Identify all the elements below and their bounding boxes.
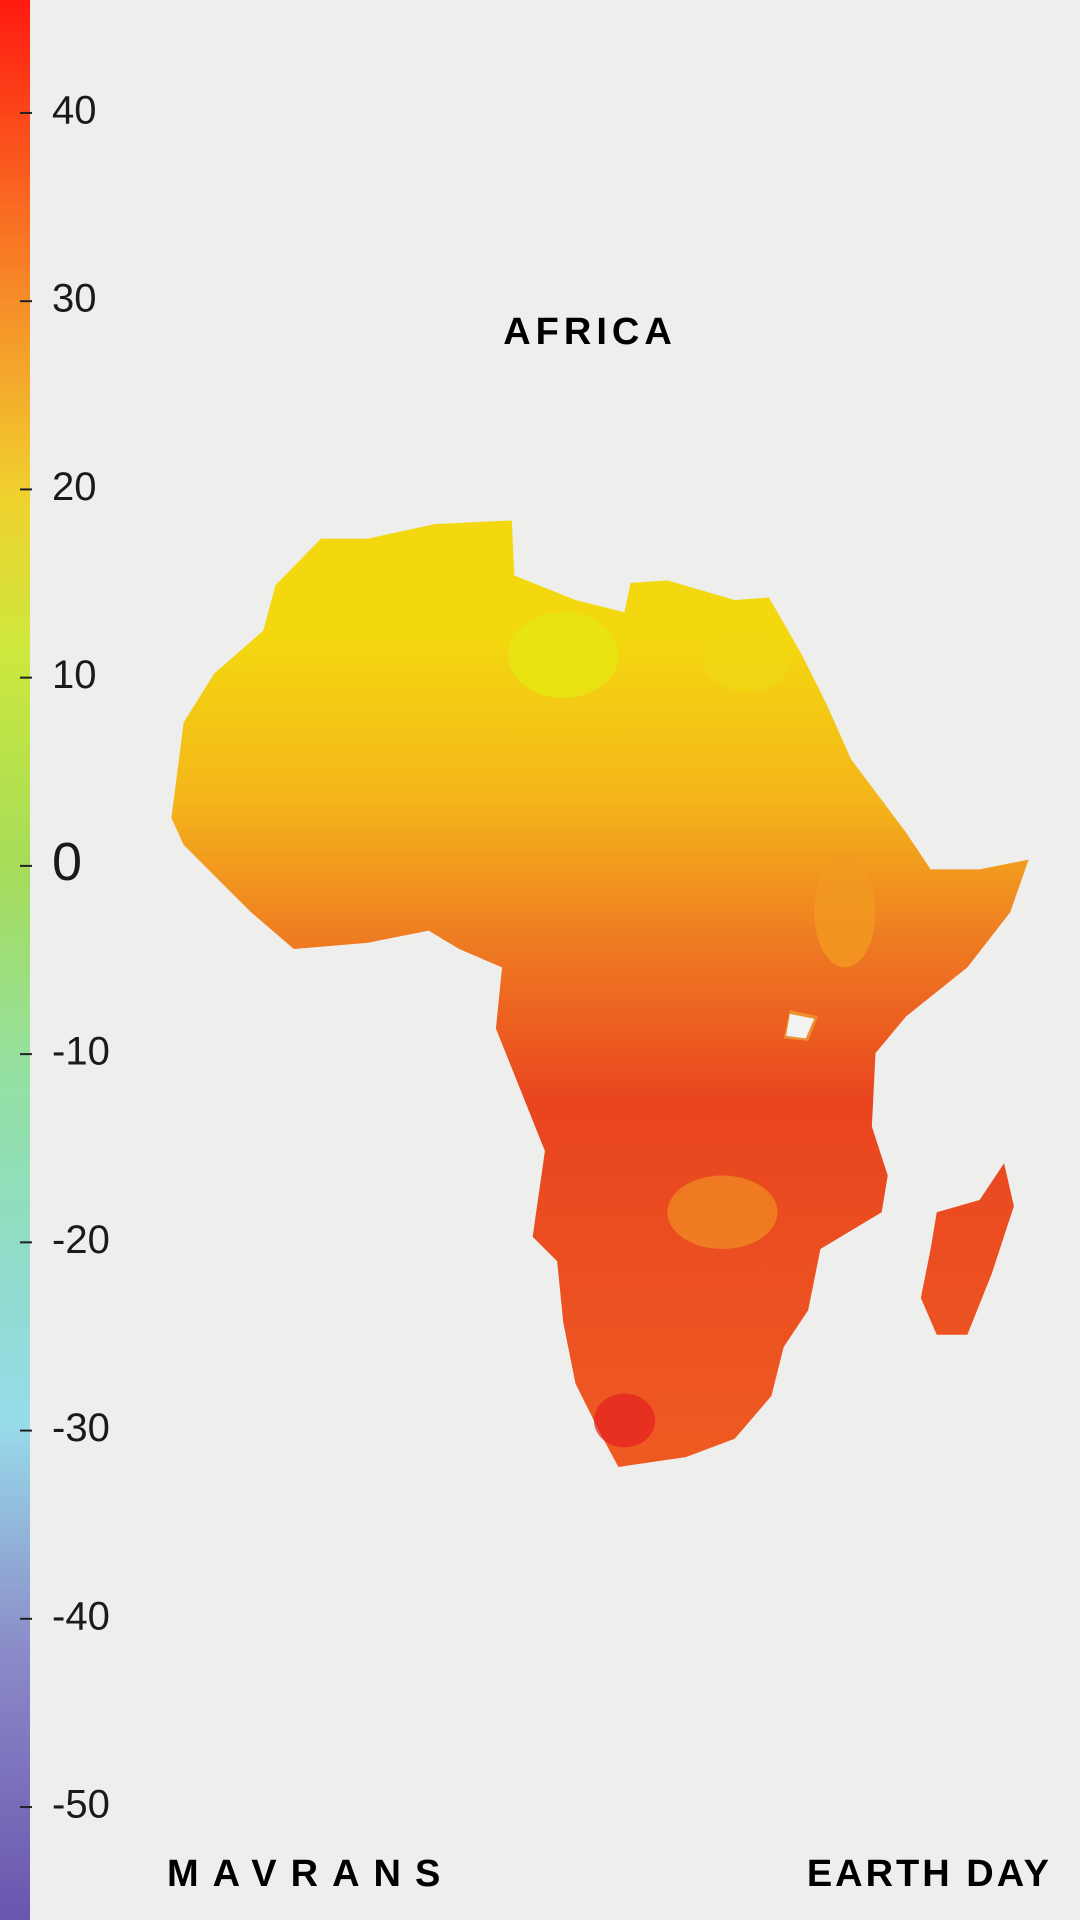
color-scale [0, 0, 30, 1920]
tick-label: -10 [52, 1030, 110, 1074]
tick-label: 20 [52, 465, 97, 509]
tick-label: 10 [52, 653, 97, 697]
region [814, 857, 876, 968]
continent [171, 520, 1029, 1467]
map-title: AFRICA [503, 311, 677, 353]
region [508, 612, 619, 698]
region [593, 1393, 656, 1448]
tick-label: -30 [52, 1406, 110, 1450]
tick-label: -50 [52, 1783, 110, 1827]
tick-label: -20 [52, 1218, 110, 1262]
region [704, 630, 790, 692]
region [667, 1175, 778, 1249]
tick-label: 40 [52, 89, 97, 133]
africa-map [171, 520, 1029, 1467]
madagascar [920, 1163, 1014, 1335]
lake [786, 1013, 815, 1039]
tick-label: 30 [52, 277, 97, 321]
footer-left: MAVRANS [167, 1853, 454, 1895]
tick-label: 0 [52, 832, 82, 892]
tick-label: -40 [52, 1594, 110, 1638]
footer-right: EARTH DAY [807, 1853, 1052, 1895]
